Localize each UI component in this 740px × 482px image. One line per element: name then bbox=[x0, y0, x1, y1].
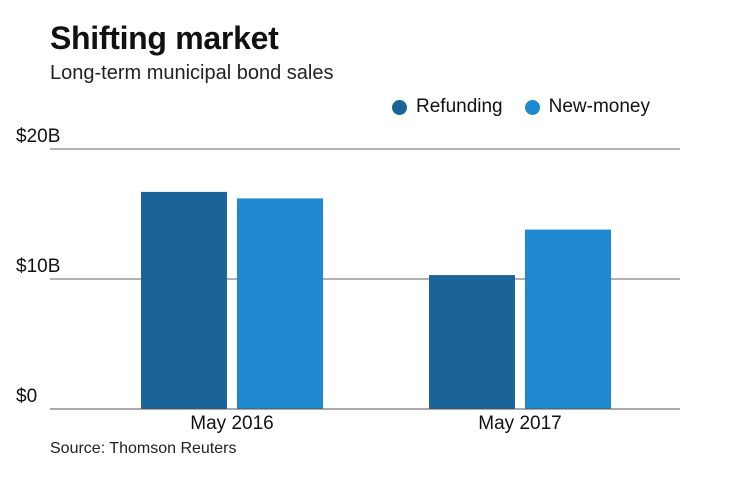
legend-item-refunding: Refunding bbox=[392, 96, 503, 118]
y-tick-label-0: $20B bbox=[16, 126, 60, 147]
y-tick-label-2: $0 bbox=[16, 386, 37, 407]
bar-new-money-1 bbox=[525, 229, 611, 409]
x-tick-label-0: May 2016 bbox=[190, 413, 273, 434]
legend-label-refunding: Refunding bbox=[416, 96, 503, 117]
bar-new-money-0 bbox=[237, 198, 323, 409]
legend-swatch-refunding bbox=[392, 99, 407, 115]
bar-refunding-0 bbox=[141, 191, 227, 409]
chart-subtitle: Long-term municipal bond sales bbox=[50, 62, 334, 84]
x-tick-label-1: May 2017 bbox=[478, 413, 561, 434]
y-tick-label-1: $10B bbox=[16, 256, 60, 277]
legend-item-new-money: New-money bbox=[524, 96, 650, 118]
legend-label-new-money: New-money bbox=[548, 96, 650, 117]
legend-swatch-new-money bbox=[524, 99, 540, 115]
source-note: Source: Thomson Reuters bbox=[50, 440, 237, 457]
legend: Refunding New-money bbox=[392, 96, 650, 118]
chart-title: Shifting market bbox=[50, 20, 279, 56]
bar-refunding-1 bbox=[429, 275, 515, 409]
